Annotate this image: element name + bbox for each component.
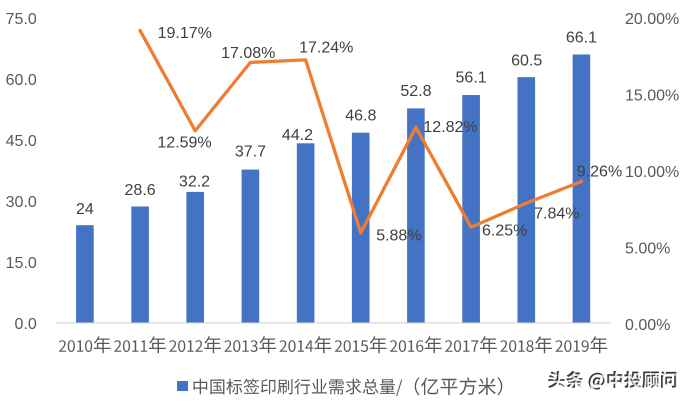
svg-text:46.8: 46.8 <box>345 107 376 124</box>
svg-text:15.00%: 15.00% <box>625 88 679 105</box>
svg-text:9.26%: 9.26% <box>577 164 622 181</box>
svg-text:12.59%: 12.59% <box>157 135 211 152</box>
svg-text:24: 24 <box>76 201 94 218</box>
svg-text:28.6: 28.6 <box>125 182 156 199</box>
svg-text:0.0: 0.0 <box>15 316 37 333</box>
svg-text:56.1: 56.1 <box>456 69 487 86</box>
svg-text:66.1: 66.1 <box>566 30 597 47</box>
svg-text:6.25%: 6.25% <box>482 223 527 240</box>
svg-text:37.7: 37.7 <box>235 144 266 161</box>
svg-text:12.82%: 12.82% <box>423 119 477 136</box>
svg-text:52.8: 52.8 <box>400 83 431 100</box>
svg-text:17.24%: 17.24% <box>299 40 353 57</box>
svg-text:19.17%: 19.17% <box>158 25 212 42</box>
svg-text:45.0: 45.0 <box>6 133 37 150</box>
svg-text:75.0: 75.0 <box>6 11 37 28</box>
svg-text:17.08%: 17.08% <box>221 45 275 62</box>
svg-text:60.0: 60.0 <box>6 72 37 89</box>
svg-text:0.00%: 0.00% <box>625 317 670 334</box>
svg-text:20.00%: 20.00% <box>625 11 679 28</box>
svg-text:7.84%: 7.84% <box>534 205 579 222</box>
svg-text:30.0: 30.0 <box>6 194 37 211</box>
svg-text:60.5: 60.5 <box>511 53 542 70</box>
svg-text:5.88%: 5.88% <box>376 227 421 244</box>
svg-text:32.2: 32.2 <box>179 174 210 191</box>
svg-text:10.00%: 10.00% <box>625 164 679 181</box>
svg-text:5.00%: 5.00% <box>625 241 670 258</box>
svg-text:44.2: 44.2 <box>282 127 313 144</box>
svg-text:15.0: 15.0 <box>6 255 37 272</box>
